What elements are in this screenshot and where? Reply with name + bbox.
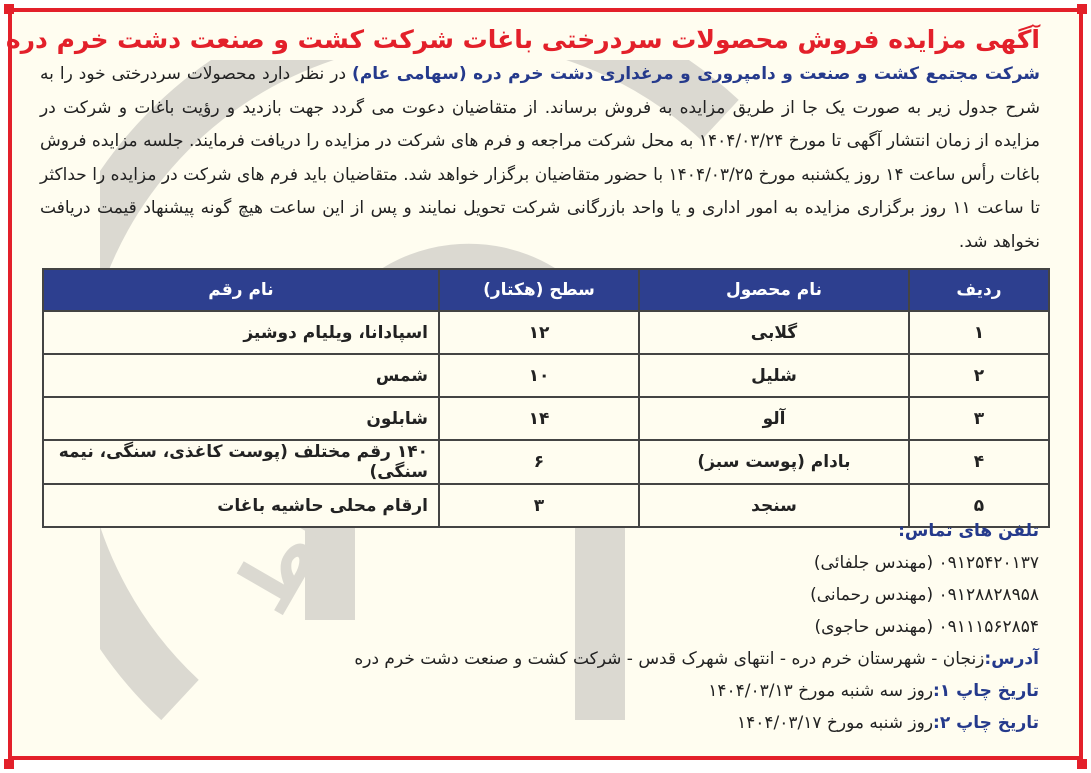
ad-content: آگهی مزایده فروش محصولات سردرختی باغات ش… <box>5 0 1040 259</box>
cell-variety: شابلون <box>42 396 440 441</box>
cell-row-number: ۵ <box>908 483 1050 528</box>
table-row: ۱ گلابی ۱۲ اسپادانا، ویلیام دوشیز <box>42 310 1050 355</box>
corner-ornament <box>1077 759 1087 769</box>
print-date-1-value: روز سه شنبه مورخ ۱۴۰۴/۰۳/۱۳ <box>708 681 934 701</box>
cell-product: سنجد <box>638 483 910 528</box>
cell-row-number: ۲ <box>908 353 1050 398</box>
cell-variety: شمس <box>42 353 440 398</box>
address-value: زنجان - شهرستان خرم دره - انتهای شهرک قد… <box>354 649 985 669</box>
cell-area: ۱۴ <box>438 396 640 441</box>
print-date-1-label: تاریخ چاپ ۱: <box>933 681 1039 701</box>
table-row: ۵ سنجد ۳ ارقام محلی حاشیه باغات <box>42 483 1050 528</box>
cell-variety: ۱۴۰ رقم مختلف (پوست کاغذی، سنگی، نیمه سن… <box>42 439 440 485</box>
header-area: سطح (هکتار) <box>438 268 640 312</box>
print-date-1: تاریخ چاپ ۱:روز سه شنبه مورخ ۱۴۰۴/۰۳/۱۳ <box>354 675 1039 707</box>
header-row-number: ردیف <box>908 268 1050 312</box>
cell-product: بادام (پوست سبز) <box>638 439 910 485</box>
cell-product: گلابی <box>638 310 910 355</box>
cell-area: ۱۲ <box>438 310 640 355</box>
header-variety: نام رقم <box>42 268 440 312</box>
footer-info: تلفن های تماس: ۰۹۱۲۵۴۲۰۱۳۷ (مهندس جلفائی… <box>354 515 1039 739</box>
cell-row-number: ۳ <box>908 396 1050 441</box>
contact-label: تلفن های تماس: <box>898 521 1039 541</box>
table-row: ۳ آلو ۱۴ شابلون <box>42 396 1050 441</box>
products-table: ردیف نام محصول سطح (هکتار) نام رقم ۱ گلاب… <box>42 268 1050 528</box>
cell-product: شلیل <box>638 353 910 398</box>
phone-3: ۰۹۱۱۱۵۶۲۸۵۴ (مهندس حاجوی) <box>814 617 1039 637</box>
corner-ornament <box>4 759 14 769</box>
phone-2: ۰۹۱۲۸۸۲۸۹۵۸ (مهندس رحمانی) <box>810 585 1039 605</box>
address-label: آدرس: <box>984 649 1039 669</box>
cell-area: ۱۰ <box>438 353 640 398</box>
header-product: نام محصول <box>638 268 910 312</box>
cell-row-number: ۱ <box>908 310 1050 355</box>
address-line: آدرس:زنجان - شهرستان خرم دره - انتهای شه… <box>354 643 1039 675</box>
table-row: ۴ بادام (پوست سبز) ۶ ۱۴۰ رقم مختلف (پوست کا… <box>42 439 1050 485</box>
body-text: در نظر دارد محصولات سردرختی خود را به شر… <box>40 64 1041 252</box>
print-date-2-label: تاریخ چاپ ۲: <box>933 713 1039 733</box>
corner-ornament <box>1077 4 1087 14</box>
table-header-row: ردیف نام محصول سطح (هکتار) نام رقم <box>42 268 1050 312</box>
cell-variety: ارقام محلی حاشیه باغات <box>42 483 440 528</box>
ad-body: شرکت مجتمع کشت و صنعت و دامپروری و مرغدا… <box>40 58 1040 259</box>
cell-area: ۶ <box>438 439 640 485</box>
cell-row-number: ۴ <box>908 439 1050 485</box>
cell-product: آلو <box>638 396 910 441</box>
table-row: ۲ شلیل ۱۰ شمس <box>42 353 1050 398</box>
print-date-2: تاریخ چاپ ۲:روز شنبه مورخ ۱۴۰۴/۰۳/۱۷ <box>354 707 1039 739</box>
company-name: شرکت مجتمع کشت و صنعت و دامپروری و مرغدا… <box>352 64 1040 84</box>
corner-ornament <box>4 4 14 14</box>
cell-variety: اسپادانا، ویلیام دوشیز <box>42 310 440 355</box>
ad-title: آگهی مزایده فروش محصولات سردرختی باغات ش… <box>5 25 1040 54</box>
cell-area: ۳ <box>438 483 640 528</box>
phone-1: ۰۹۱۲۵۴۲۰۱۳۷ (مهندس جلفائی) <box>813 553 1039 573</box>
print-date-2-value: روز شنبه مورخ ۱۴۰۴/۰۳/۱۷ <box>737 713 934 733</box>
